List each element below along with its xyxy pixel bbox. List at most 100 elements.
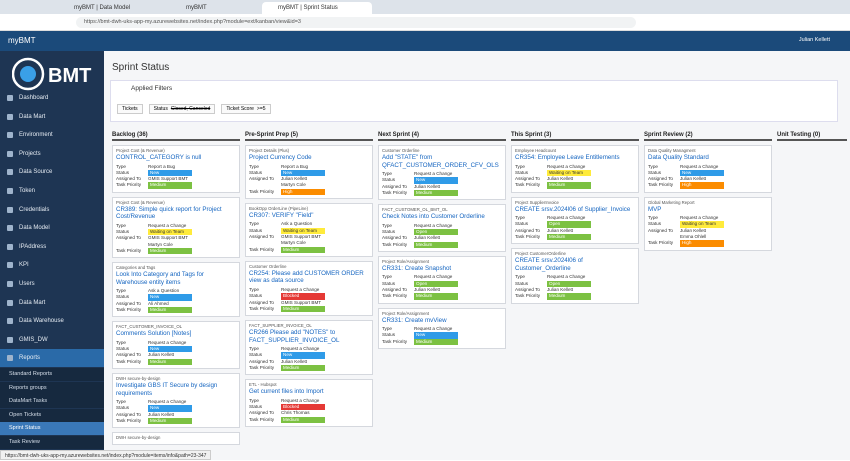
menu-item[interactable]: Data Model — [0, 219, 104, 237]
badge: New — [281, 352, 325, 359]
field-value: Request a Change — [547, 274, 586, 280]
ticket-title[interactable]: Project Currency Code — [249, 154, 312, 161]
badge: Open — [414, 280, 458, 287]
field-row: Task Priority High — [648, 182, 768, 189]
ticket-card: DWH secure-by-design — [112, 432, 240, 446]
field-row: Task Priority Medium — [382, 338, 502, 345]
field-row: Assigned To Julian Kellett — [249, 359, 369, 365]
field-value: Julian Kellett — [547, 176, 574, 182]
ticket-title[interactable]: CR307: VERIFY "Field" — [249, 211, 314, 219]
filter-chip[interactable]: Tickets — [117, 104, 143, 114]
field-label: Task Priority — [249, 188, 275, 194]
field-value: Julian Kellett — [281, 176, 308, 182]
field-value: Julian Kellett — [680, 176, 707, 182]
ticket-title[interactable]: CONTROL_CATEGORY is null — [116, 154, 202, 161]
field-label: Type — [249, 346, 259, 352]
ticket-title[interactable]: Comments Solution [Notes] — [116, 330, 192, 338]
project: Project Details (Plus) — [249, 148, 290, 153]
field-row: Type Request a Change — [116, 399, 236, 405]
filter-chip[interactable]: Ticket Score >=5 — [221, 104, 271, 114]
ticket-title[interactable]: Check Notes into Customer Orderline — [382, 213, 485, 221]
ticket-title[interactable]: Look Into Category and Tags for Warehous… — [116, 271, 204, 286]
ticket-title[interactable]: CREATE srsv.2024l06 of Supplier_Invoice — [515, 205, 631, 213]
badge: New — [148, 169, 192, 177]
field-row: Type Request a Change — [382, 274, 502, 280]
tab[interactable]: myBMT — [186, 5, 207, 11]
field-value: Julian Kellett — [547, 227, 574, 233]
menu-item[interactable]: Credentials — [0, 201, 104, 219]
field-row: Type Report a Bug — [116, 164, 236, 170]
field-label: Status — [382, 177, 396, 183]
project: FACT_CUSTOMER_OL_BMT_OL — [382, 207, 448, 213]
field-label: Assigned To — [116, 411, 141, 417]
field-label: Assigned To — [249, 234, 274, 240]
column-title: Unit Testing (0) — [777, 132, 821, 138]
url[interactable]: https://bmt-dwh-uks-app-my.azurewebsites… — [76, 17, 636, 28]
menu-item[interactable]: Reports — [0, 349, 104, 368]
user-name[interactable]: Julian Kellett — [798, 37, 830, 43]
menu-item[interactable]: Data Warehouse — [0, 312, 104, 330]
menu-item[interactable]: Users — [0, 275, 104, 293]
filter-row: Tickets Status Closed, Canceled Ticket Scor… — [117, 103, 271, 115]
ticket-title[interactable]: CR254: Please add CUSTOMER ORDER view as… — [249, 269, 364, 285]
badge: Waiting on Team — [148, 228, 192, 236]
ticket-title[interactable]: Add "STATE" from QFACT_CUSTOMER_ORDER_CF… — [382, 154, 499, 169]
brand[interactable]: myBMT — [8, 36, 36, 45]
badge: Medium — [414, 338, 458, 345]
badge: Medium — [281, 365, 325, 372]
submenu-item[interactable]: Task Review — [0, 436, 104, 449]
ticket-title[interactable]: CR354: Employee Leave Entitlements — [515, 154, 620, 161]
project: Project Cost (& Revenue) — [116, 199, 165, 205]
field-label: Status — [382, 280, 396, 286]
tab[interactable]: myBMT | Sprint Status — [262, 2, 372, 14]
tab[interactable]: myBMT | Data Model — [74, 5, 131, 11]
ticket-title[interactable]: MVP — [648, 205, 662, 213]
ticket-title[interactable]: CR266 Please add "NOTES" to FACT_SUPPLIE… — [249, 329, 340, 344]
field-label: Status — [249, 404, 263, 410]
ticket-title[interactable]: Investigate GBS IT Secure by design requ… — [116, 382, 218, 397]
field-row: Status Open — [382, 228, 502, 236]
field-row: Assigned To GMIS Support BMT — [116, 176, 236, 182]
menu-item[interactable]: Environment — [0, 126, 104, 144]
menu-item[interactable]: Data Source — [0, 163, 104, 181]
field-value: GMIS Support BMT — [281, 234, 322, 240]
field-label: Type — [249, 163, 259, 169]
menu-item[interactable]: Dashboard — [0, 89, 104, 107]
filter-value: >=5 — [256, 106, 266, 112]
submenu-item[interactable]: DataMart Tasks — [0, 395, 104, 409]
filters-label[interactable]: Applied Filters — [131, 85, 173, 92]
ticket-title[interactable]: Data Quality Standard — [648, 154, 709, 161]
project: Categories and Tags — [116, 265, 156, 271]
menu-item[interactable]: KPI — [0, 256, 104, 274]
field-label: Assigned To — [249, 358, 274, 364]
field-value: Request a Change — [680, 215, 719, 221]
field-row: Status New — [116, 346, 236, 353]
field-row: Status New — [648, 169, 768, 177]
menu-item[interactable]: GMIS_DW — [0, 331, 104, 349]
field-row: Status New — [116, 294, 236, 301]
field-value: Emma Ohlell — [680, 234, 707, 240]
menu-item[interactable]: Data Mart — [0, 294, 104, 312]
menu-item[interactable]: IPAddress — [0, 238, 104, 256]
menu-item[interactable]: Data Mart — [0, 108, 104, 126]
submenu-item[interactable]: Open Tickets — [0, 408, 104, 422]
menu-item[interactable]: Token — [0, 182, 104, 200]
menu-item[interactable]: Projects — [0, 145, 104, 163]
ticket-title[interactable]: Get current files into Import — [249, 388, 324, 396]
field-label: Assigned To — [382, 183, 407, 189]
submenu-item[interactable]: Reports groups — [0, 381, 104, 395]
column-header: Backlog (36) — [112, 129, 240, 141]
field-row: Status Blocked — [249, 404, 369, 411]
badge: Medium — [547, 234, 591, 241]
submenu-item[interactable]: Standard Reports — [0, 368, 104, 381]
field-label: Status — [249, 169, 263, 175]
ticket-title[interactable]: CR331: Create Snapshot — [382, 264, 452, 272]
field-label: Status — [116, 228, 130, 234]
field-row: Type Request a Change — [648, 215, 768, 221]
ticket-title[interactable]: CREATE srsv.2024l06 of Customer_Orderlin… — [515, 257, 583, 272]
ticket-title[interactable]: CR389: Simple quick report for Project C… — [116, 205, 222, 221]
submenu-item[interactable]: Sprint Status — [0, 422, 104, 436]
ticket-title[interactable]: CR331: Create mvView — [382, 316, 447, 324]
filter-chip[interactable]: Status Closed, Canceled — [148, 104, 216, 114]
field-value: Martyn Cole — [281, 182, 306, 188]
